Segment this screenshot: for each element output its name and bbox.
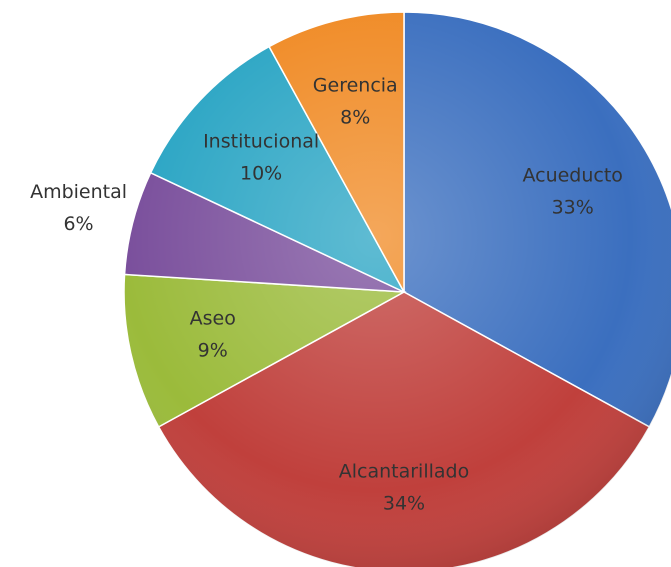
- slice-label-value: 34%: [383, 493, 425, 515]
- slice-label-value: 9%: [198, 339, 228, 361]
- slice-label-value: 33%: [552, 197, 594, 219]
- slice-label-name: Acueducto: [522, 165, 622, 187]
- slice-label-value: 6%: [63, 213, 93, 235]
- slice-label-value: 10%: [240, 162, 282, 184]
- slice-label-name: Gerencia: [313, 75, 398, 97]
- slice-label-value: 8%: [340, 107, 370, 129]
- slice-label-name: Ambiental: [30, 181, 127, 203]
- slice-label-name: Alcantarillado: [339, 461, 469, 483]
- slice-label-name: Institucional: [203, 130, 319, 152]
- labels: Acueducto 33% Alcantarillado 34% Aseo 9% Ambie…: [30, 75, 623, 515]
- slice-label-name: Aseo: [190, 307, 236, 329]
